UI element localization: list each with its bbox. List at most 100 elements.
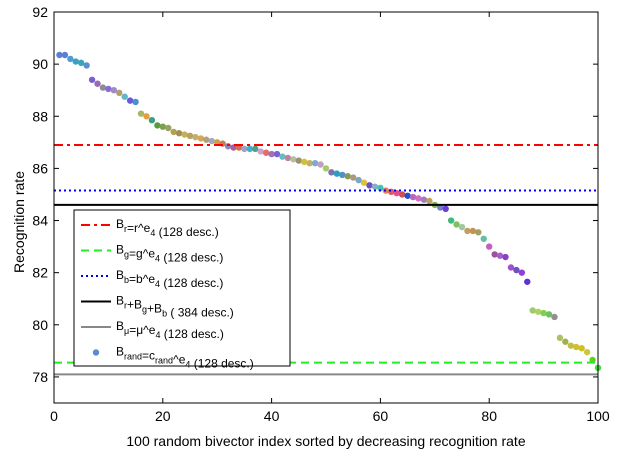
data-point-71 (437, 204, 444, 211)
data-point-95 (567, 342, 574, 349)
data-point-69 (426, 197, 433, 205)
data-point-87 (524, 278, 531, 285)
data-point-16 (137, 110, 145, 117)
reference-lines (54, 143, 598, 376)
data-point-93 (556, 334, 564, 342)
data-point-92 (551, 313, 558, 321)
legend-box (73, 209, 291, 367)
data-point-67 (415, 195, 422, 202)
data-point-74 (453, 221, 460, 228)
data-point-20 (159, 123, 166, 130)
plot-frame (53, 11, 599, 404)
data-point-26 (192, 133, 199, 141)
data-point-84 (507, 264, 515, 271)
y-tick-label-78: 78 (32, 369, 48, 385)
data-point-59 (371, 183, 379, 190)
y-tick-label-86: 86 (32, 160, 48, 176)
data-point-25 (186, 132, 194, 140)
data-point-12 (116, 89, 123, 97)
data-point-15 (132, 98, 139, 106)
data-point-22 (170, 128, 177, 136)
data-point-90 (540, 309, 547, 317)
y-tick-label-84: 84 (32, 213, 48, 229)
axes: 0 20 40 60 80 100 78 80 82 84 86 88 90 92 (32, 4, 609, 424)
x-tick-label-80: 80 (481, 408, 497, 424)
data-point-82 (496, 252, 504, 259)
data-point-98 (583, 348, 591, 356)
data-point-91 (545, 311, 553, 318)
data-point-5 (78, 59, 85, 67)
data-point-65 (404, 192, 411, 199)
x-axis-label: 100 random bivector index sorted by decr… (126, 433, 525, 449)
data-point-77 (469, 227, 477, 235)
data-point-75 (458, 223, 466, 231)
data-point-27 (197, 135, 205, 142)
data-point-81 (491, 251, 498, 258)
data-point-80 (486, 243, 493, 250)
data-point-79 (480, 235, 487, 242)
data-point-11 (110, 87, 118, 94)
data-point-58 (366, 182, 373, 189)
data-point-88 (529, 307, 536, 314)
x-tick-label-40: 40 (264, 408, 280, 424)
data-point-3 (67, 55, 74, 63)
data-point-89 (534, 308, 542, 315)
data-point-7 (88, 76, 96, 83)
data-point-10 (105, 85, 112, 93)
data-point-99 (589, 356, 596, 364)
data-point-55 (350, 174, 357, 181)
data-point-86 (518, 269, 526, 276)
legend-label-3: Bb=b^e4 (128 desc.) (116, 268, 223, 290)
legend-label-2: Bg=g^e4 (128 desc.) (116, 243, 223, 265)
data-point-18 (148, 116, 156, 124)
data-point-28 (203, 136, 210, 143)
legend-label-1: Br=r^e4 (128 desc.) (116, 217, 219, 239)
data-point-96 (573, 343, 580, 351)
y-tick-label-92: 92 (32, 4, 48, 20)
data-point-54 (344, 173, 351, 180)
data-point-51 (328, 169, 335, 176)
data-point-56 (355, 176, 362, 184)
data-point-41 (273, 150, 281, 158)
data-point-37 (252, 145, 259, 153)
data-point-64 (398, 191, 406, 198)
data-point-63 (393, 189, 400, 197)
data-point-72 (442, 205, 449, 213)
data-point-34 (235, 144, 243, 151)
y-tick-label-82: 82 (32, 265, 48, 281)
data-point-21 (165, 124, 172, 132)
data-point-94 (562, 338, 569, 345)
data-point-49 (317, 161, 324, 168)
data-point-24 (181, 131, 188, 138)
data-point-17 (143, 113, 150, 120)
data-point-4 (72, 58, 79, 65)
data-point-30 (214, 139, 221, 146)
data-point-33 (230, 144, 237, 151)
data-point-23 (175, 130, 183, 137)
data-point-35 (241, 145, 248, 153)
data-point-39 (262, 149, 270, 156)
data-point-36 (246, 145, 254, 153)
data-point-44 (290, 156, 297, 163)
legend-label-5: Bμ=μ^e4 (128 desc.) (116, 319, 224, 341)
data-point-76 (464, 227, 471, 235)
y-tick-label-88: 88 (32, 108, 48, 124)
data-point-53 (339, 171, 346, 179)
data-point-48 (311, 159, 319, 167)
y-tick-label-90: 90 (32, 56, 48, 72)
data-point-68 (420, 196, 428, 203)
data-point-85 (513, 266, 520, 274)
data-point-2 (61, 51, 69, 59)
data-point-6 (83, 62, 90, 69)
data-point-43 (284, 154, 292, 162)
x-tick-label-100: 100 (586, 408, 610, 424)
y-tick-label-80: 80 (32, 317, 48, 333)
data-point-8 (94, 80, 101, 87)
data-point-42 (279, 153, 286, 160)
data-point-1 (56, 51, 63, 59)
data-point-45 (295, 157, 302, 164)
data-point-46 (301, 158, 308, 166)
data-point-9 (99, 84, 107, 91)
x-tick-label-20: 20 (155, 408, 171, 424)
